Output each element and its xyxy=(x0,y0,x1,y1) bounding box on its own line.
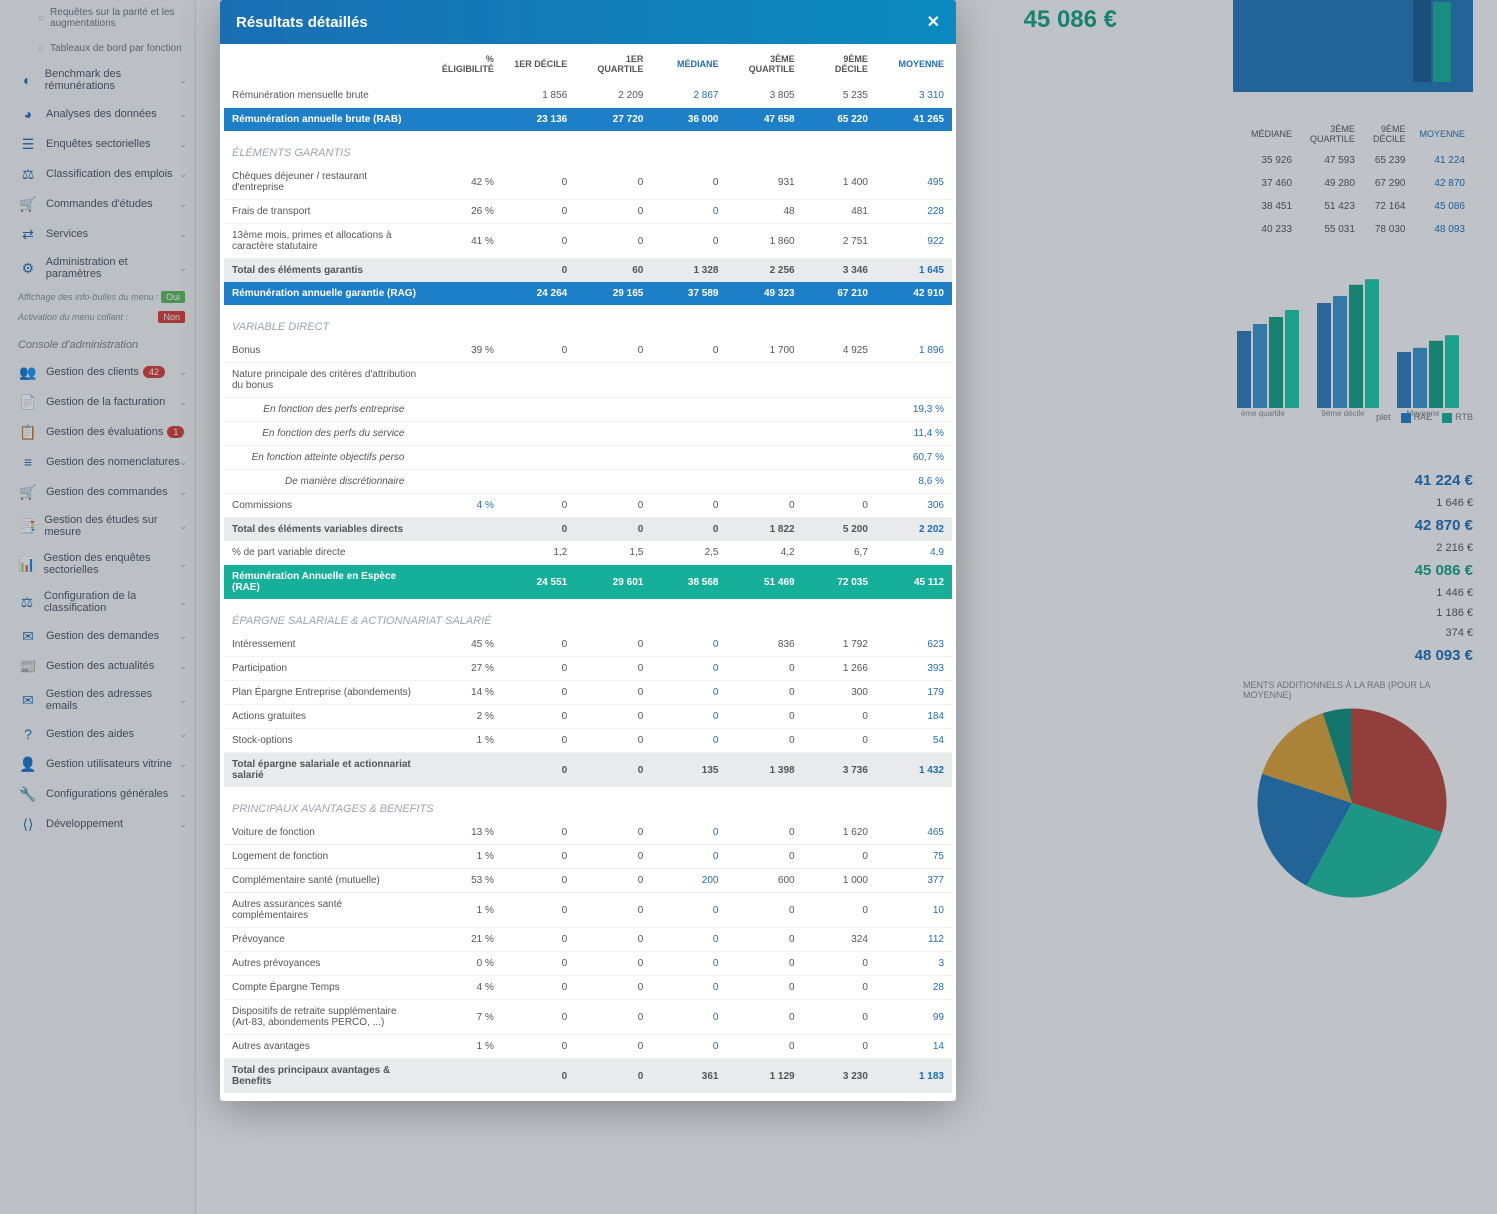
col-header: 1ER QUARTILE xyxy=(575,44,651,84)
table-row: 13ème mois, primes et allocations à cara… xyxy=(224,224,952,259)
table-row: Complémentaire santé (mutuelle)53 %00200… xyxy=(224,869,952,893)
modal-title: Résultats détaillés xyxy=(236,14,927,31)
table-row: Rémunération mensuelle brute1 8562 2092 … xyxy=(224,84,952,108)
section-header: VARIABLE DIRECT xyxy=(224,305,952,339)
col-header: MOYENNE xyxy=(876,44,952,84)
table-row: Bonus39 %0001 7004 9251 896 xyxy=(224,339,952,363)
table-row: Dispositifs de retraite supplémentaire (… xyxy=(224,1000,952,1035)
table-row: Compte Épargne Temps4 %0000028 xyxy=(224,976,952,1000)
col-header: MÉDIANE xyxy=(651,44,726,84)
table-row: Total des principaux avantages & Benefit… xyxy=(224,1059,952,1094)
table-row: Total des éléments garantis0601 3282 256… xyxy=(224,259,952,283)
modal-header: Résultats détaillés ✕ xyxy=(220,0,956,44)
table-row: Rémunération annuelle garantie (RAG)24 2… xyxy=(224,282,952,305)
table-row: Logement de fonction1 %0000075 xyxy=(224,845,952,869)
table-row: Total des éléments variables directs0001… xyxy=(224,518,952,542)
table-row: En fonction atteinte objectifs perso60,7… xyxy=(224,446,952,470)
section-header: PRINCIPAUX AVANTAGES & BENEFITS xyxy=(224,787,952,821)
table-row: Chèques déjeuner / restaurant d'entrepri… xyxy=(224,165,952,200)
table-row: Rémunération annuelle brute (RAB)23 1362… xyxy=(224,108,952,132)
table-row: Autres assurances santé complémentaires1… xyxy=(224,893,952,928)
table-row: Total épargne salariale et actionnariat … xyxy=(224,753,952,788)
table-row: Prévoyance21 %0000324112 xyxy=(224,928,952,952)
col-header: 1ER DÉCILE xyxy=(502,44,575,84)
table-row: % de part variable directe1,21,52,54,26,… xyxy=(224,541,952,565)
table-row: Actions gratuites2 %00000184 xyxy=(224,705,952,729)
table-row: En fonction des perfs du service11,4 % xyxy=(224,422,952,446)
table-row: Rémunération Annuelle en Espèce (RAE)24 … xyxy=(224,565,952,600)
table-row: Intéressement45 %0008361 792623 xyxy=(224,633,952,657)
section-header: ÉPARGNE SALARIALE & ACTIONNARIAT SALARIÉ xyxy=(224,599,952,633)
modal-body: % ÉLIGIBILITÉ1ER DÉCILE1ER QUARTILEMÉDIA… xyxy=(220,44,956,1101)
col-header: % ÉLIGIBILITÉ xyxy=(425,44,502,84)
section-header: ÉLÉMENTS GARANTIS xyxy=(224,131,952,165)
table-row: Autres prévoyances0 %000003 xyxy=(224,952,952,976)
detail-table: % ÉLIGIBILITÉ1ER DÉCILE1ER QUARTILEMÉDIA… xyxy=(224,44,952,1093)
col-header: 9ÈME DÉCILE xyxy=(803,44,876,84)
table-row: Plan Épargne Entreprise (abondements)14 … xyxy=(224,681,952,705)
col-header xyxy=(224,44,425,84)
modal-resultats: Résultats détaillés ✕ % ÉLIGIBILITÉ1ER D… xyxy=(220,0,956,1101)
table-row: Stock-options1 %0000054 xyxy=(224,729,952,753)
table-row: Commissions4 %00000306 xyxy=(224,494,952,518)
table-row: Nature principale des critères d'attribu… xyxy=(224,363,952,398)
table-row: De manière discrétionnaire8,6 % xyxy=(224,470,952,494)
table-row: En fonction des perfs entreprise19,3 % xyxy=(224,398,952,422)
table-row: Voiture de fonction13 %00001 620465 xyxy=(224,821,952,845)
table-row: Frais de transport26 %00048481228 xyxy=(224,200,952,224)
close-icon[interactable]: ✕ xyxy=(927,12,940,32)
table-row: Autres avantages1 %0000014 xyxy=(224,1035,952,1059)
col-header: 3ÈME QUARTILE xyxy=(726,44,802,84)
table-row: Participation27 %00001 266393 xyxy=(224,657,952,681)
